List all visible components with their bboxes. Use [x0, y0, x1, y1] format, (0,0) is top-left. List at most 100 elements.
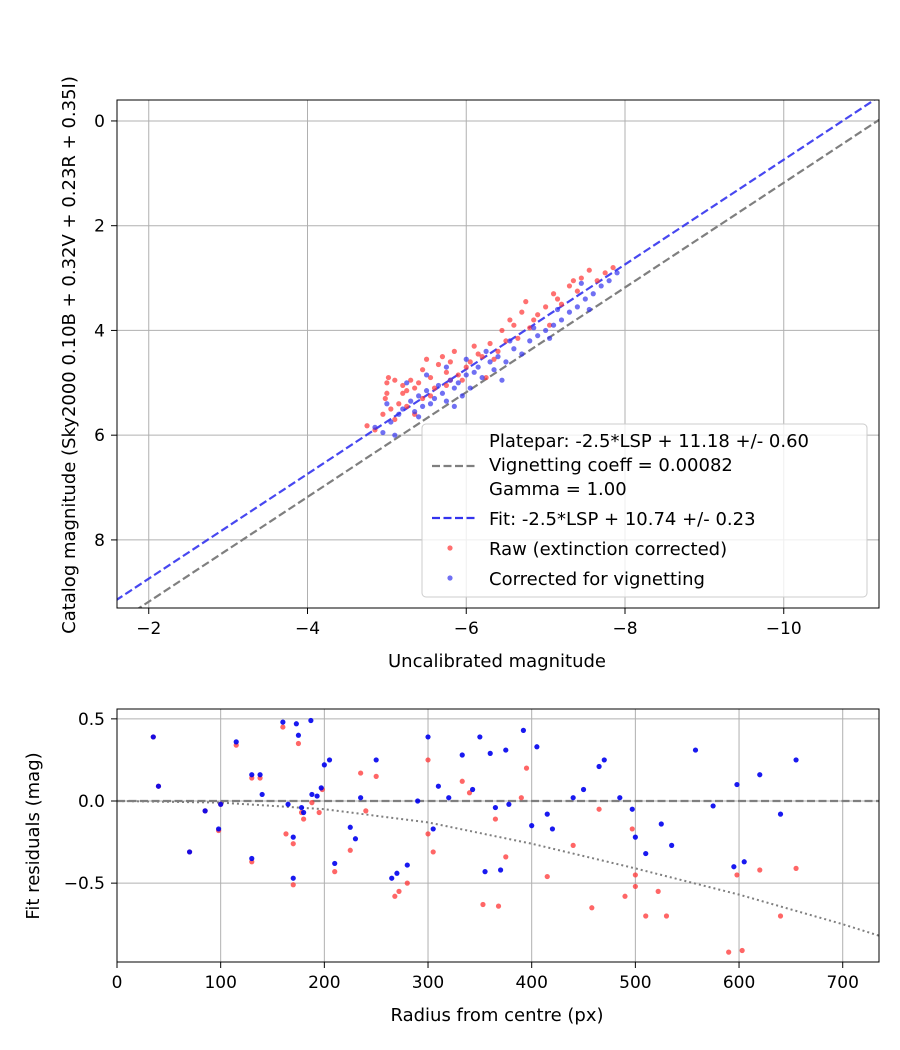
- fit-line: [117, 100, 877, 601]
- raw-residual-point: [301, 816, 307, 822]
- raw-point: [364, 423, 370, 429]
- corrected-residual-point: [295, 732, 302, 738]
- bottom-panel: 0 100 200 300 400 500 600 700 0.5 0.0 −0.5 Radius…: [23, 708, 880, 1026]
- top-plot-frame: [116, 99, 880, 609]
- bottom-scatter-points: [150, 717, 799, 955]
- corrected-residual-point: [293, 721, 299, 727]
- top-scatter-points: [364, 264, 620, 438]
- corrected-residual-point: [358, 795, 364, 801]
- raw-residual-point: [570, 842, 576, 848]
- corrected-point: [590, 291, 596, 297]
- raw-point: [558, 301, 565, 307]
- raw-point: [404, 403, 410, 409]
- corrected-residual-point: [487, 750, 493, 756]
- corrected-point: [400, 406, 406, 412]
- raw-residual-point: [295, 740, 302, 747]
- corrected-residual-point: [520, 727, 527, 733]
- top-y-tick-label: 6: [94, 426, 105, 446]
- corrected-residual-point: [632, 834, 638, 840]
- raw-point: [443, 382, 450, 389]
- raw-residual-point: [392, 893, 398, 899]
- bottom-x-tick-label: 200: [308, 973, 340, 993]
- top-y-tick-label: 4: [94, 321, 105, 341]
- raw-point: [384, 380, 390, 386]
- top-y-tick-label: 0: [94, 112, 105, 132]
- corrected-point: [582, 296, 588, 302]
- raw-point: [427, 393, 434, 399]
- corrected-residual-point: [321, 762, 327, 768]
- corrected-residual-point: [710, 803, 716, 809]
- raw-residual-point: [629, 826, 635, 832]
- corrected-residual-point: [290, 834, 296, 840]
- corrected-residual-point: [202, 808, 208, 814]
- corrected-residual-point: [482, 869, 488, 875]
- raw-point: [459, 377, 465, 383]
- corrected-residual-point: [280, 719, 286, 725]
- raw-residual-point: [347, 847, 353, 853]
- corrected-residual-point: [470, 786, 476, 793]
- bottom-y-axis-label: Fit residuals (mag): [23, 752, 44, 919]
- bottom-plot-frame: [116, 708, 880, 963]
- bottom-x-ticks: 0 100 200 300 400 500 600 700: [112, 962, 859, 993]
- corrected-residual-point: [249, 855, 255, 862]
- corrected-point: [447, 377, 453, 383]
- corrected-residual-point: [186, 849, 193, 855]
- corrected-residual-point: [216, 826, 222, 832]
- raw-point: [487, 340, 493, 347]
- top-y-tick-label: 2: [94, 217, 105, 237]
- bottom-x-tick-label: 400: [515, 973, 547, 993]
- raw-point: [578, 275, 584, 281]
- corrected-point: [586, 306, 592, 313]
- corrected-residual-point: [150, 734, 156, 740]
- raw-residual-point: [425, 757, 431, 763]
- raw-point: [385, 374, 392, 381]
- raw-residual-point: [495, 903, 502, 909]
- raw-residual-point: [309, 800, 315, 806]
- corrected-point: [566, 309, 573, 315]
- legend-platepar-label: Platepar: -2.5*LSP + 11.18 +/- 0.60: [489, 431, 809, 452]
- raw-residual-point: [503, 854, 509, 860]
- raw-point: [554, 296, 561, 302]
- raw-residual-point: [632, 872, 638, 878]
- raw-point: [396, 401, 402, 407]
- corrected-residual-point: [155, 783, 162, 789]
- corrected-residual-point: [617, 795, 623, 801]
- raw-point: [570, 278, 577, 284]
- raw-point: [392, 377, 398, 383]
- corrected-point: [392, 432, 398, 438]
- raw-residual-point: [332, 869, 338, 875]
- corrected-residual-point: [741, 859, 747, 865]
- raw-point: [400, 382, 406, 389]
- raw-point: [423, 356, 430, 362]
- corrected-residual-point: [757, 772, 763, 778]
- raw-point: [475, 351, 481, 357]
- corrected-residual-point: [249, 772, 255, 778]
- legend-raw-marker: [447, 545, 453, 551]
- corrected-point: [483, 348, 489, 354]
- top-x-tick-label: −4: [295, 619, 320, 639]
- corrected-point: [443, 364, 450, 370]
- corrected-residual-point: [347, 824, 353, 830]
- corrected-residual-point: [332, 860, 338, 867]
- corrected-point: [511, 346, 517, 352]
- raw-point: [535, 312, 541, 318]
- legend-box: [421, 423, 868, 598]
- raw-point: [419, 367, 426, 373]
- corrected-residual-point: [793, 757, 799, 763]
- corrected-residual-point: [301, 809, 307, 816]
- corrected-point: [396, 411, 402, 417]
- corrected-point: [467, 385, 473, 391]
- legend: Platepar: -2.5*LSP + 11.18 +/- 0.60 Vign…: [421, 423, 868, 598]
- raw-residual-point: [425, 831, 431, 837]
- top-panel: −2 −4 −6 −8 −10 0 2 4 6 8 Uncalibrated magnitude…: [59, 76, 880, 672]
- corrected-residual-point: [259, 791, 265, 798]
- raw-point: [594, 278, 600, 284]
- corrected-point: [404, 380, 410, 386]
- corrected-point: [463, 372, 469, 378]
- raw-point: [511, 322, 517, 328]
- top-x-ticks: −2 −4 −6 −8 −10: [136, 608, 802, 639]
- corrected-residual-point: [435, 783, 441, 789]
- corrected-point: [543, 327, 549, 334]
- top-y-ticks: 0 2 4 6 8: [94, 112, 117, 551]
